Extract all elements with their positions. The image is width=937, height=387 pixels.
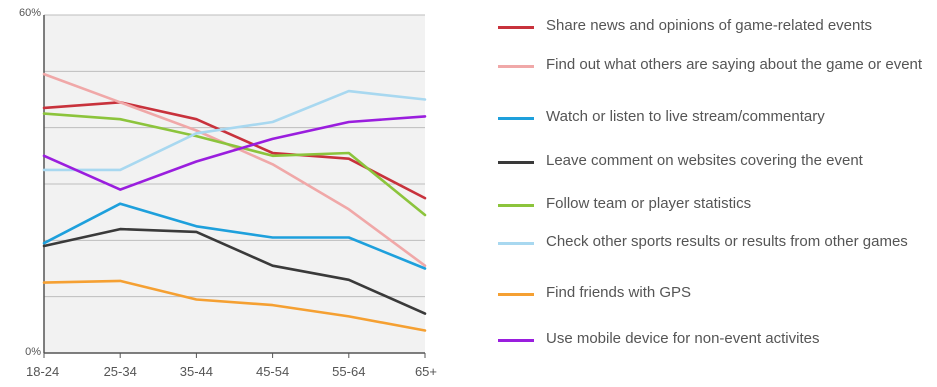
legend-label: Leave comment on websites covering the e… <box>546 152 863 169</box>
legend-swatch <box>498 161 534 164</box>
series-line <box>42 112 427 217</box>
series-line <box>42 101 427 200</box>
y-tick-label: 60% <box>19 7 41 19</box>
legend-swatch <box>498 117 534 120</box>
legend-label: Follow team or player statistics <box>546 195 752 212</box>
legend-label: Share news and opinions of game-related … <box>546 17 873 34</box>
legend-label: Watch or listen to live stream/commentar… <box>546 108 825 125</box>
x-tick-label: 35-44 <box>180 364 213 379</box>
legend-swatch <box>498 339 534 342</box>
axes <box>43 15 426 358</box>
axis-labels: 18-24 25-34 35-44 45-54 55-64 65+ 60% 0% <box>19 7 437 379</box>
series-line <box>42 115 427 191</box>
legend-item: Leave comment on websites covering the e… <box>498 153 931 169</box>
y-tick-label: 0% <box>25 346 41 358</box>
legend-item: Follow team or player statistics <box>498 196 931 212</box>
legend-label: Check other sports results or results fr… <box>546 233 908 250</box>
x-tick-label: 18-24 <box>26 364 59 379</box>
legend-swatch <box>498 26 534 29</box>
series-line <box>42 202 427 270</box>
legend-swatch <box>498 293 534 296</box>
series-lines <box>42 72 427 332</box>
legend-item: Use mobile device for non-event activite… <box>498 331 931 347</box>
x-tick-label: 25-34 <box>104 364 137 379</box>
series-line <box>42 89 427 172</box>
legend-item: Watch or listen to live stream/commentar… <box>498 109 931 125</box>
series-line <box>42 72 427 268</box>
x-tick-label: 65+ <box>415 364 437 379</box>
legend-label: Use mobile device for non-event activite… <box>546 330 820 347</box>
legend-swatch <box>498 204 534 207</box>
x-tick-label: 55-64 <box>332 364 365 379</box>
series-line <box>42 279 427 332</box>
legend-item: Check other sports results or results fr… <box>498 234 931 250</box>
legend-swatch <box>498 65 534 68</box>
legend-label: Find out what others are saying about th… <box>546 56 923 73</box>
legend-item: Share news and opinions of game-related … <box>498 18 931 34</box>
x-tick-label: 45-54 <box>256 364 289 379</box>
legend-label: Find friends with GPS <box>546 284 692 301</box>
series-line <box>42 227 427 315</box>
legend-item: Find out what others are saying about th… <box>498 57 931 73</box>
legend-swatch <box>498 242 534 245</box>
legend-item: Find friends with GPS <box>498 285 931 301</box>
